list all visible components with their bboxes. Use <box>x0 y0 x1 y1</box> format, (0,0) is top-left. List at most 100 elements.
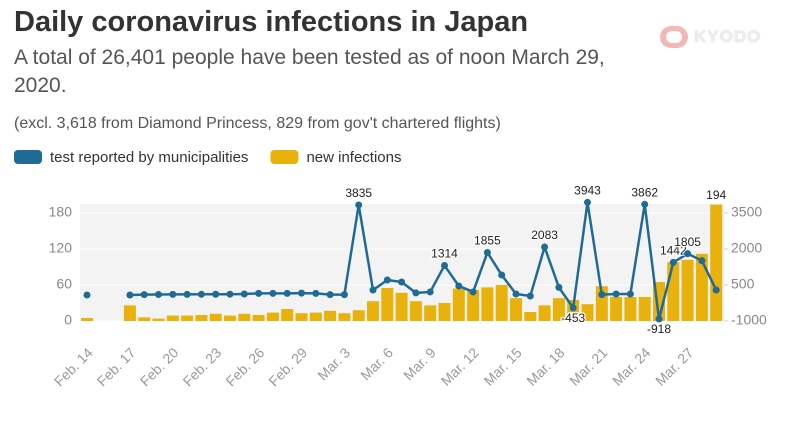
bar <box>681 259 694 321</box>
bar <box>581 304 594 321</box>
y-tick-label: 0 <box>64 312 72 328</box>
point <box>469 288 477 296</box>
bar <box>338 313 351 321</box>
point <box>512 290 520 298</box>
x-tick-label: Feb. 14 <box>51 344 96 389</box>
point <box>283 289 291 297</box>
legend-swatch <box>14 150 42 164</box>
point <box>655 315 663 323</box>
point <box>412 289 420 297</box>
legend-item: test reported by municipalities <box>14 149 248 166</box>
bar <box>295 313 308 321</box>
bar <box>195 315 208 321</box>
bar <box>424 305 437 321</box>
point <box>483 248 491 256</box>
x-tick-label: Mar. 15 <box>480 344 524 388</box>
bar <box>352 310 365 321</box>
bar <box>324 310 337 321</box>
x-tick-label: Mar. 24 <box>609 344 653 388</box>
point <box>126 291 134 299</box>
point <box>312 289 320 297</box>
point <box>684 250 692 258</box>
bar <box>695 253 708 321</box>
point <box>612 290 620 298</box>
point-label: 1805 <box>674 235 701 249</box>
point <box>455 282 463 290</box>
x-tick-label: Mar. 6 <box>357 344 396 383</box>
bar <box>638 297 651 321</box>
logo-icon <box>660 26 688 48</box>
x-tick-label: Mar. 18 <box>523 344 567 388</box>
legend-swatch <box>270 150 299 164</box>
bar <box>610 297 623 321</box>
bar <box>138 317 151 321</box>
point <box>698 257 706 265</box>
point <box>498 271 506 279</box>
bar <box>238 313 251 321</box>
point <box>641 200 649 208</box>
point <box>712 286 720 294</box>
point <box>526 292 534 300</box>
point <box>326 291 334 299</box>
bar <box>166 315 179 321</box>
y2-tick-label: 3500 <box>731 204 762 220</box>
point-label: 1442 <box>660 244 687 258</box>
point <box>541 243 549 251</box>
point <box>626 290 634 298</box>
point <box>355 201 363 209</box>
logo: KYODO <box>660 24 780 50</box>
bar <box>209 313 222 321</box>
point <box>584 198 591 206</box>
point-label: 3943 <box>574 184 601 198</box>
bar <box>252 315 265 321</box>
point-label: 2083 <box>531 228 558 242</box>
point <box>140 291 148 299</box>
bar <box>510 298 522 321</box>
bar <box>538 305 551 321</box>
bar <box>481 287 494 321</box>
point <box>598 291 606 299</box>
x-tick-label: Mar. 21 <box>566 344 610 388</box>
bar <box>309 312 322 321</box>
y-tick-label: 180 <box>49 204 73 220</box>
bar <box>381 288 394 321</box>
bar <box>452 288 465 321</box>
point <box>226 290 234 298</box>
bar <box>409 301 422 321</box>
point-label: -918 <box>647 322 671 336</box>
point <box>569 304 577 312</box>
title: Daily coronavirus infections in Japan <box>14 6 529 38</box>
note: (excl. 3,618 from Diamond Princess, 829 … <box>14 115 501 132</box>
point-label: 3835 <box>345 186 372 200</box>
bar <box>524 312 537 321</box>
point <box>197 290 205 298</box>
x-tick-label: Feb. 26 <box>222 344 267 389</box>
bar <box>395 292 408 321</box>
point <box>426 288 434 296</box>
point <box>83 291 91 299</box>
point <box>155 291 162 299</box>
point <box>669 258 677 266</box>
x-tick-label: Feb. 23 <box>180 344 225 389</box>
x-tick-label: Mar. 27 <box>652 344 696 388</box>
bar <box>81 318 93 321</box>
x-tick-label: Mar. 9 <box>400 344 439 383</box>
point <box>212 290 220 298</box>
bar <box>467 289 480 321</box>
bar <box>552 298 565 321</box>
bar <box>667 262 680 321</box>
point <box>255 289 263 297</box>
bar <box>367 301 379 321</box>
x-tick-label: Feb. 17 <box>94 344 139 389</box>
point <box>555 283 563 291</box>
logo-text: KYODO <box>694 27 762 46</box>
x-tick-label: Feb. 29 <box>265 344 310 389</box>
x-tick-label: Feb. 20 <box>137 344 182 389</box>
y2-tick-label: 2000 <box>731 240 762 256</box>
bar <box>152 318 165 321</box>
y2-tick-label: 500 <box>731 276 755 292</box>
point <box>441 261 448 269</box>
bar <box>123 305 136 321</box>
bar <box>281 309 294 321</box>
